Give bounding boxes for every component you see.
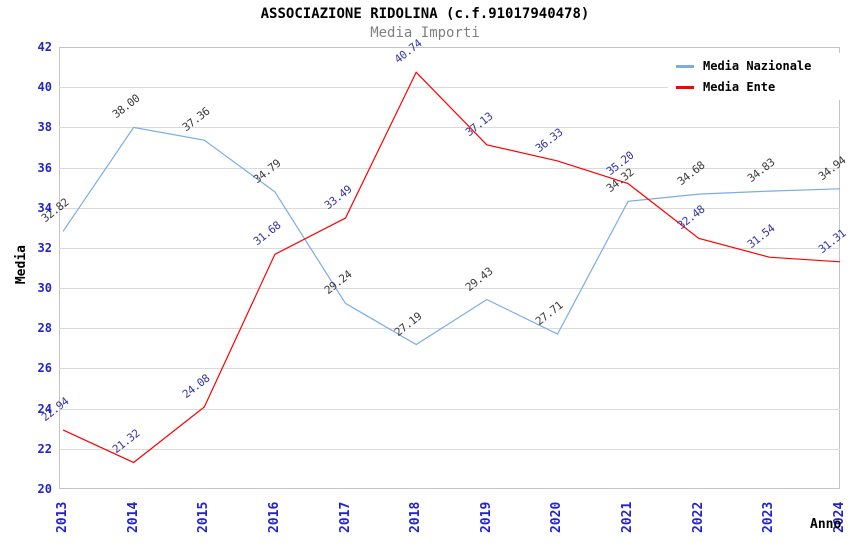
gridline	[59, 409, 840, 410]
y-tick-label: 24	[37, 401, 52, 416]
y-tick-label: 20	[37, 482, 52, 496]
legend: Media Nazionale Media Ente	[668, 53, 850, 100]
x-axis-title: Anno	[810, 517, 842, 532]
legend-swatch-media-nazionale	[676, 64, 694, 68]
gridline	[59, 288, 840, 289]
chart-title: ASSOCIAZIONE RIDOLINA (c.f.91017940478)	[260, 6, 590, 22]
legend-item-media-ente: Media Ente	[668, 80, 850, 95]
y-tick-label: 32	[37, 240, 52, 255]
y-tick-label: 38	[37, 120, 52, 135]
gridline	[59, 127, 840, 128]
y-tick-label: 40	[37, 80, 52, 95]
chart-subtitle: Media Importi	[370, 25, 480, 41]
gridline	[59, 208, 840, 209]
y-tick-label: 28	[37, 321, 52, 336]
gridline	[59, 248, 840, 249]
y-tick-label: 22	[37, 441, 52, 456]
gridline	[59, 168, 840, 169]
legend-swatch-media-ente	[676, 85, 694, 89]
y-tick-label: 42	[37, 40, 52, 54]
legend-label-media-nazionale: Media Nazionale	[703, 59, 812, 73]
y-tick-label: 36	[37, 160, 52, 175]
gridline	[59, 328, 840, 329]
gridline	[59, 449, 840, 450]
y-tick-label: 26	[37, 361, 52, 376]
series-line-1	[62, 71, 841, 464]
y-tick-label: 30	[37, 281, 52, 296]
series-line-0	[62, 126, 841, 346]
y-tick-label: 34	[37, 200, 52, 215]
legend-item-media-nazionale: Media Nazionale	[668, 59, 850, 74]
legend-label-media-ente: Media Ente	[703, 80, 776, 94]
gridline	[59, 87, 840, 88]
gridline	[59, 368, 840, 369]
plot-area	[59, 47, 840, 489]
